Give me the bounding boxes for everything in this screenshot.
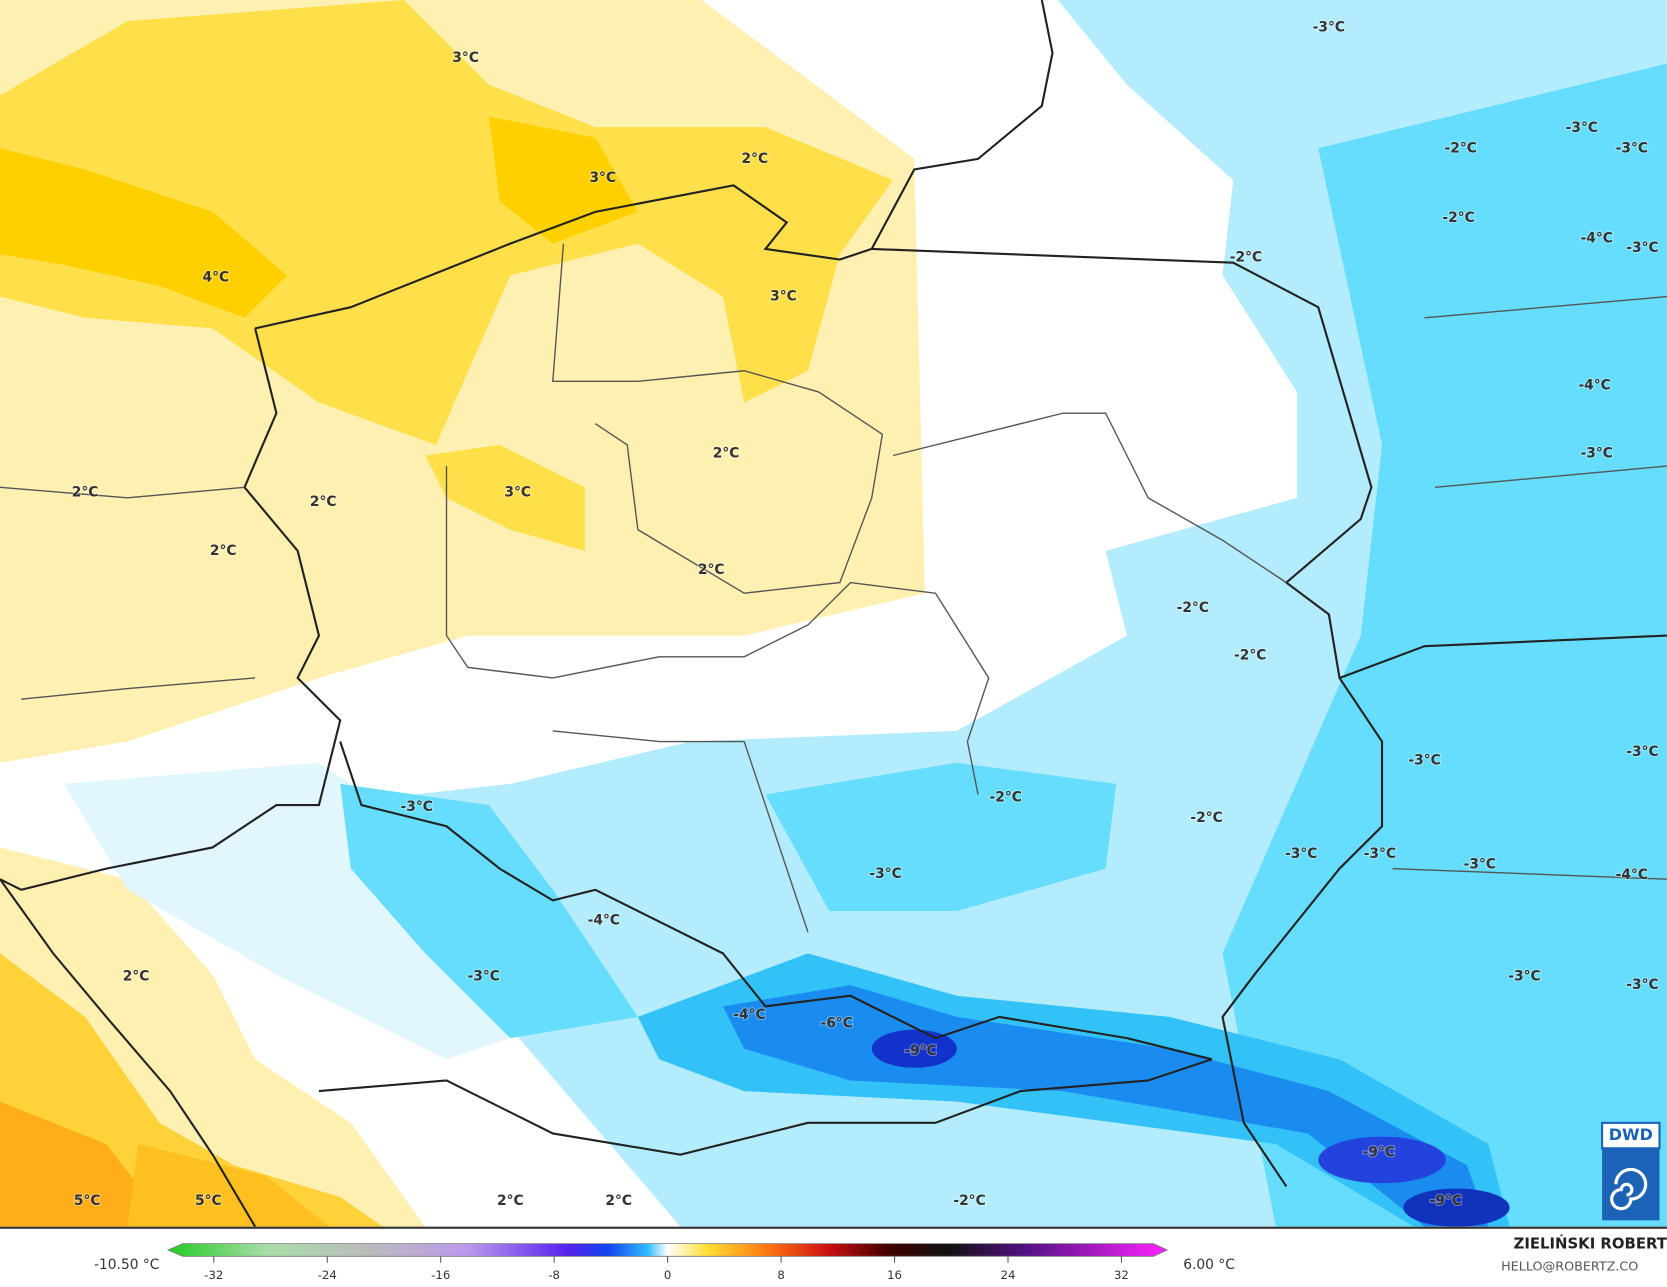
temperature-label: -3°C	[1566, 120, 1598, 136]
temperature-label: 3°C	[770, 289, 797, 305]
temperature-label: -3°C	[1408, 753, 1440, 769]
temperature-label: 3°C	[589, 170, 616, 186]
temperature-label: -3°C	[468, 969, 500, 985]
temperature-label: 3°C	[452, 50, 479, 66]
temperature-label: -4°C	[1616, 867, 1648, 883]
temperature-label: 2°C	[210, 543, 237, 559]
map-field	[0, 0, 1667, 1227]
temperature-label: -2°C	[1442, 210, 1474, 226]
temperature-label: -4°C	[1578, 378, 1610, 394]
temperature-label: -2°C	[1445, 140, 1477, 156]
colorbar-tick-label: -16	[431, 1268, 450, 1282]
temperature-label: -3°C	[1313, 20, 1345, 36]
temperature-label: -3°C	[869, 866, 901, 882]
temperature-label: -9°C	[904, 1043, 936, 1059]
temperature-label: -3°C	[1626, 977, 1658, 993]
colorbar-tick-label: 16	[887, 1268, 902, 1282]
temperature-labels: 3°C 2°C 3°C 4°C 3°C 2°C 2°C 3°C 2°C 2°C 2°C 2°C 5°C 5…	[71, 18, 1660, 1210]
temperature-label: 2°C	[497, 1193, 524, 1209]
temperature-label: 2°C	[123, 969, 150, 985]
temperature-label: -3°C	[1626, 240, 1658, 256]
temperature-label: -9°C	[1430, 1193, 1462, 1209]
temperature-label: -3°C	[1508, 969, 1540, 985]
temperature-label: 5°C	[195, 1193, 222, 1209]
max-value: 6.00 °C	[1183, 1257, 1235, 1273]
email: HELLO@ROBERTZ.CO	[1501, 1259, 1638, 1274]
temperature-label: -3°C	[1581, 445, 1613, 461]
temperature-label: -2°C	[1190, 810, 1222, 826]
colorbar-tick-label: -24	[318, 1268, 337, 1282]
colorbar-tick-label: 24	[1001, 1268, 1016, 1282]
colorbar-tick-label: -8	[548, 1268, 560, 1282]
min-value: -10.50 °C	[94, 1257, 159, 1273]
temperature-label: -4°C	[733, 1007, 765, 1023]
temperature-label: -6°C	[820, 1015, 852, 1031]
colorbar-tick-label: 32	[1114, 1268, 1129, 1282]
temperature-label: 2°C	[698, 562, 725, 578]
colorbar-tick-label: 8	[777, 1268, 784, 1282]
temperature-label: 4°C	[202, 270, 229, 286]
colorbar-tick-label: 0	[664, 1268, 671, 1282]
temperature-label: -3°C	[1626, 744, 1658, 760]
temperature-label: -3°C	[1285, 846, 1317, 862]
logo-text: DWD	[1609, 1125, 1653, 1144]
temperature-label: 2°C	[713, 445, 740, 461]
colorbar: -32 -24 -16 -8 0 8 16 24 32	[166, 1243, 1169, 1282]
temperature-label: -3°C	[1464, 856, 1496, 872]
dwd-logo: DWD	[1601, 1121, 1661, 1221]
temperature-label: -2°C	[1177, 600, 1209, 616]
temperature-label: 2°C	[741, 151, 768, 167]
temperature-label: -4°C	[588, 913, 620, 929]
temperature-label: 5°C	[74, 1193, 101, 1209]
temperature-label: -3°C	[401, 799, 433, 815]
author: ZIELIŃSKI ROBERT	[1514, 1235, 1667, 1253]
temperature-label: 3°C	[504, 485, 531, 501]
temperature-label: -2°C	[1234, 648, 1266, 664]
temperature-label: -2°C	[1230, 249, 1262, 265]
temperature-label: 2°C	[310, 494, 337, 510]
temperature-label: 2°C	[605, 1193, 632, 1209]
temperature-label: -9°C	[1363, 1145, 1395, 1161]
temperature-label: -2°C	[953, 1193, 985, 1209]
temperature-label: -2°C	[989, 790, 1021, 806]
temperature-label: -4°C	[1581, 230, 1613, 246]
temperature-label: 2°C	[72, 485, 99, 501]
temperature-label: -3°C	[1616, 140, 1648, 156]
colorbar-tick-label: -32	[204, 1268, 223, 1282]
temperature-label: -3°C	[1364, 846, 1396, 862]
